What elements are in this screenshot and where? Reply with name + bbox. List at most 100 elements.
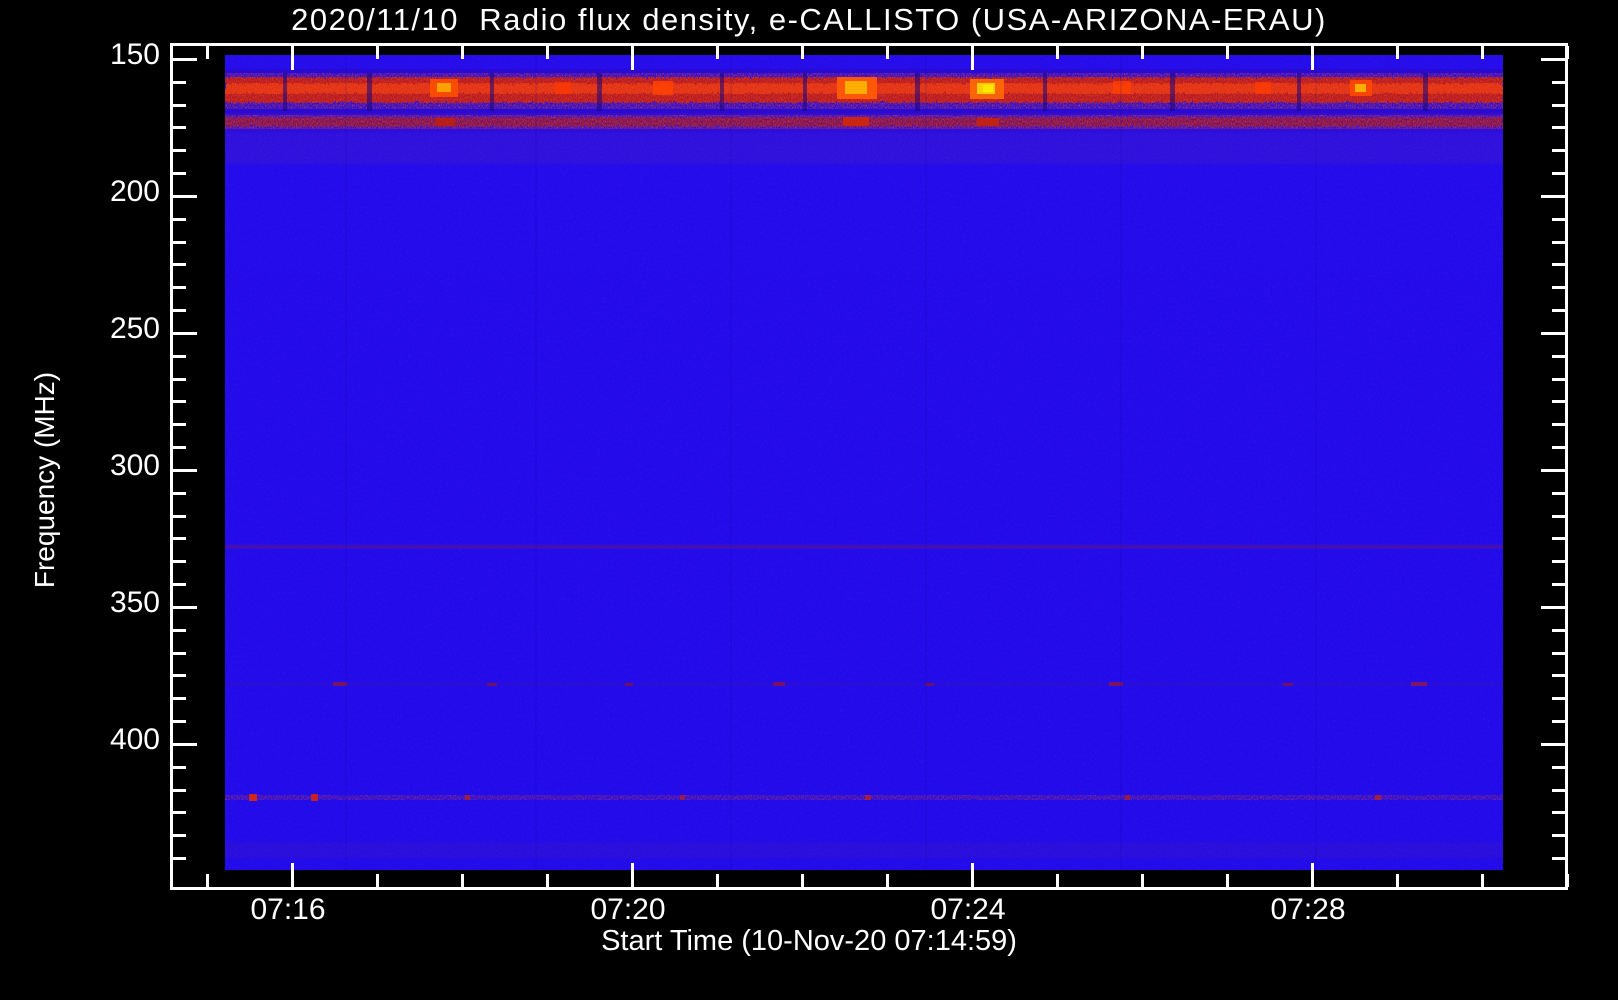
y-tick-minor-right	[1552, 241, 1565, 244]
y-tick-minor	[173, 583, 186, 586]
x-tick-minor	[546, 874, 549, 887]
x-tick-label-0716: 07:16	[250, 893, 326, 926]
y-tick-minor	[173, 378, 186, 381]
y-tick-minor	[173, 446, 186, 449]
x-tick-minor-top	[1141, 46, 1144, 59]
y-tick-minor	[173, 766, 186, 769]
y-tick-minor	[173, 241, 186, 244]
x-tick-minor-top	[206, 46, 209, 59]
x-tick-minor	[1056, 874, 1059, 887]
x-tick-minor-top	[1481, 46, 1484, 59]
y-tick-label-300: 300	[109, 449, 160, 482]
x-axis-title: Start Time (10-Nov-20 07:14:59)	[601, 925, 1017, 957]
y-tick-minor-right	[1552, 263, 1565, 266]
x-tick-minor	[716, 874, 719, 887]
faint-line-325	[225, 544, 1503, 549]
x-tick-minor	[206, 874, 209, 887]
x-tick-label-0720: 07:20	[590, 893, 666, 926]
y-tick-minor-right	[1552, 355, 1565, 358]
x-tick-minor	[1481, 874, 1484, 887]
x-tick-minor	[1566, 874, 1569, 887]
spectrogram-data-area	[225, 55, 1503, 870]
y-tick-minor	[173, 309, 186, 312]
y-tick-minor-right	[1552, 537, 1565, 540]
y-tick-minor	[173, 560, 186, 563]
y-tick-minor	[173, 720, 186, 723]
y-tick-major-150	[173, 58, 197, 61]
y-tick-minor	[173, 811, 186, 814]
y-tick-minor	[173, 81, 186, 84]
y-tick-minor	[173, 834, 186, 837]
y-tick-minor-right	[1552, 104, 1565, 107]
x-tick-major-top-0728	[1311, 46, 1314, 70]
x-tick-minor-top	[1396, 46, 1399, 59]
y-tick-minor-right	[1552, 309, 1565, 312]
x-tick-minor	[1141, 874, 1144, 887]
x-tick-minor-top	[1056, 46, 1059, 59]
faint-line-410	[225, 794, 1503, 801]
y-tick-major-right-400	[1541, 743, 1565, 746]
y-tick-minor	[173, 400, 186, 403]
y-tick-minor-right	[1552, 172, 1565, 175]
y-tick-label-150: 150	[109, 38, 160, 71]
y-tick-label-200: 200	[109, 175, 160, 208]
x-tick-major-top-0720	[631, 46, 634, 70]
y-tick-minor-right	[1552, 286, 1565, 289]
plot-frame	[170, 43, 1569, 890]
y-tick-major-right-200	[1541, 195, 1565, 198]
x-tick-minor-top	[716, 46, 719, 59]
y-tick-minor	[173, 652, 186, 655]
x-tick-major-0728	[1311, 863, 1314, 887]
y-tick-minor	[173, 263, 186, 266]
x-tick-minor-top	[1226, 46, 1229, 59]
y-tick-minor-right	[1552, 560, 1565, 563]
y-tick-minor-right	[1552, 834, 1565, 837]
y-tick-minor-right	[1552, 400, 1565, 403]
y-axis-title: Frequency (MHz)	[29, 371, 60, 589]
y-tick-minor	[173, 857, 186, 860]
y-tick-minor-right	[1552, 629, 1565, 632]
y-tick-minor-right	[1552, 811, 1565, 814]
y-tick-minor-right	[1552, 697, 1565, 700]
x-tick-label-0724: 07:24	[930, 893, 1006, 926]
upper-haze	[225, 131, 1503, 165]
y-tick-minor-right	[1552, 423, 1565, 426]
x-tick-label-0728: 07:28	[1270, 893, 1346, 926]
y-tick-minor	[173, 104, 186, 107]
y-tick-label-350: 350	[109, 586, 160, 619]
y-tick-minor	[173, 789, 186, 792]
bottom-banding	[225, 841, 1503, 859]
y-tick-label-400: 400	[109, 723, 160, 756]
y-tick-minor	[173, 492, 186, 495]
y-tick-minor-right	[1552, 789, 1565, 792]
y-tick-minor-right	[1552, 446, 1565, 449]
y-tick-minor	[173, 515, 186, 518]
y-tick-minor-right	[1552, 515, 1565, 518]
x-tick-minor-top	[376, 46, 379, 59]
y-tick-minor	[173, 172, 186, 175]
x-tick-major-top-0724	[971, 46, 974, 70]
y-tick-major-300	[173, 469, 197, 472]
y-tick-minor	[173, 218, 186, 221]
x-tick-minor	[1226, 874, 1229, 887]
page-title: 2020/11/10 Radio flux density, e-CALLIST…	[291, 2, 1327, 37]
y-tick-label-250: 250	[109, 312, 160, 345]
y-tick-minor	[173, 423, 186, 426]
x-tick-minor-top	[461, 46, 464, 59]
y-tick-minor	[173, 126, 186, 129]
spectrogram-canvas	[225, 55, 1503, 870]
y-tick-minor	[173, 537, 186, 540]
y-tick-minor-right	[1552, 81, 1565, 84]
faint-line-372	[225, 682, 1503, 686]
y-tick-major-350	[173, 606, 197, 609]
y-tick-major-200	[173, 195, 197, 198]
y-tick-minor	[173, 674, 186, 677]
y-tick-minor	[173, 149, 186, 152]
y-tick-minor-right	[1552, 149, 1565, 152]
y-tick-minor-right	[1552, 218, 1565, 221]
y-tick-major-right-300	[1541, 469, 1565, 472]
y-tick-minor-right	[1552, 378, 1565, 381]
x-tick-minor	[886, 874, 889, 887]
y-tick-minor-right	[1552, 583, 1565, 586]
y-tick-major-right-350	[1541, 606, 1565, 609]
